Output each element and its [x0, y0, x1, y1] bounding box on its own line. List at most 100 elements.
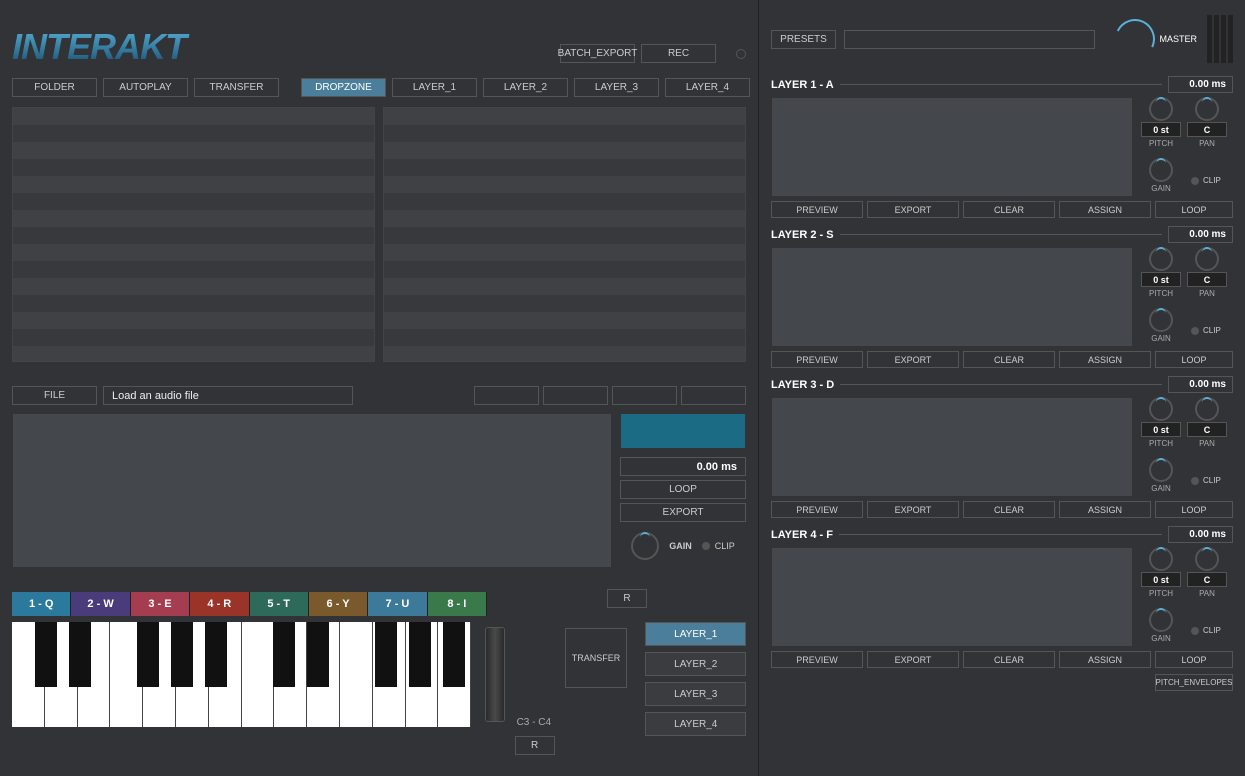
layer-2-pan-knob[interactable] [1195, 247, 1219, 271]
layer-2-preview-button[interactable]: PREVIEW [771, 351, 863, 368]
layer-1-preview-button[interactable]: PREVIEW [771, 201, 863, 218]
layer-2-waveform[interactable] [771, 247, 1133, 347]
transfer-button[interactable]: TRANSFER [194, 78, 279, 97]
pitch-envelopes-button[interactable]: PITCH_ENVELOPES [1155, 674, 1233, 691]
master-label: MASTER [1159, 34, 1197, 44]
layer2-tab[interactable]: LAYER_2 [483, 78, 568, 97]
wave-gain-knob[interactable] [631, 532, 659, 560]
layer-3-pitch-knob[interactable] [1149, 397, 1173, 421]
layer-2-clip-indicator [1191, 327, 1199, 335]
layer-1-pitch-knob[interactable] [1149, 97, 1173, 121]
layer-select-4[interactable]: LAYER_4 [645, 712, 746, 736]
layer-1-clip-label: CLIP [1203, 176, 1221, 185]
layer-1-pitch-label: PITCH [1149, 139, 1173, 148]
layer-2-pan-value: C [1187, 272, 1227, 287]
layer-2-assign-button[interactable]: ASSIGN [1059, 351, 1151, 368]
layer-1-loop-button[interactable]: LOOP [1155, 201, 1233, 218]
file-list-right[interactable] [383, 107, 746, 362]
layer-2-export-button[interactable]: EXPORT [867, 351, 959, 368]
layer-1-clip-indicator [1191, 177, 1199, 185]
rec-indicator [736, 49, 746, 59]
keyboard[interactable] [12, 622, 471, 727]
wave-color-bar[interactable] [620, 413, 746, 449]
layer-3-pitch-value: 0 st [1141, 422, 1181, 437]
layer-1-ms: 0.00 ms [1168, 76, 1233, 93]
wave-loop-button[interactable]: LOOP [620, 480, 746, 499]
layer1-tab[interactable]: LAYER_1 [392, 78, 477, 97]
layer-3-assign-button[interactable]: ASSIGN [1059, 501, 1151, 518]
file-list-left[interactable] [12, 107, 375, 362]
r-button-top[interactable]: R [607, 589, 647, 608]
layer4-tab[interactable]: LAYER_4 [665, 78, 750, 97]
layer-1-clear-button[interactable]: CLEAR [963, 201, 1055, 218]
pad-3[interactable]: 3 - E [131, 592, 190, 616]
wave-gain-label: GAIN [669, 541, 692, 551]
layer-2-pitch-knob[interactable] [1149, 247, 1173, 271]
layer-select-2[interactable]: LAYER_2 [645, 652, 746, 676]
waveform-display[interactable] [12, 413, 612, 568]
pad-4[interactable]: 4 - R [190, 592, 249, 616]
pad-1[interactable]: 1 - Q [12, 592, 71, 616]
pad-8[interactable]: 8 - I [428, 592, 487, 616]
layer-2-pan-label: PAN [1199, 289, 1215, 298]
layer-1-export-button[interactable]: EXPORT [867, 201, 959, 218]
mini-slot-1[interactable] [474, 386, 539, 405]
layer-2-clear-button[interactable]: CLEAR [963, 351, 1055, 368]
layer-3-gain-label: GAIN [1151, 484, 1171, 493]
mod-wheel[interactable] [485, 627, 504, 722]
layer-3-gain-knob[interactable] [1149, 458, 1173, 482]
file-label[interactable]: FILE [12, 386, 97, 405]
layer-4-gain-label: GAIN [1151, 634, 1171, 643]
wave-export-button[interactable]: EXPORT [620, 503, 746, 522]
layer-3-pan-knob[interactable] [1195, 397, 1219, 421]
layer-3-clip-indicator [1191, 477, 1199, 485]
mini-slot-4[interactable] [681, 386, 746, 405]
layer-1-waveform[interactable] [771, 97, 1133, 197]
layer-1-assign-button[interactable]: ASSIGN [1059, 201, 1151, 218]
pad-6[interactable]: 6 - Y [309, 592, 368, 616]
layer-1-gain-knob[interactable] [1149, 158, 1173, 182]
layer-select-1[interactable]: LAYER_1 [645, 622, 746, 646]
layer-3-export-button[interactable]: EXPORT [867, 501, 959, 518]
layer-4-assign-button[interactable]: ASSIGN [1059, 651, 1151, 668]
layer-4-preview-button[interactable]: PREVIEW [771, 651, 863, 668]
layer-2-gain-knob[interactable] [1149, 308, 1173, 332]
layer-3-clip-label: CLIP [1203, 476, 1221, 485]
layer-4-loop-button[interactable]: LOOP [1155, 651, 1233, 668]
presets-button[interactable]: PRESETS [771, 30, 836, 49]
layer-4-gain-knob[interactable] [1149, 608, 1173, 632]
r-button-bottom[interactable]: R [515, 736, 555, 755]
layer-3-loop-button[interactable]: LOOP [1155, 501, 1233, 518]
mini-slot-2[interactable] [543, 386, 608, 405]
autoplay-button[interactable]: AUTOPLAY [103, 78, 188, 97]
layer-1-title: LAYER 1 - A [771, 79, 834, 91]
pad-2[interactable]: 2 - W [71, 592, 130, 616]
batch-export-button[interactable]: BATCH_EXPORT [560, 44, 635, 63]
layer-4-pan-value: C [1187, 572, 1227, 587]
layer-3-preview-button[interactable]: PREVIEW [771, 501, 863, 518]
pad-7[interactable]: 7 - U [368, 592, 427, 616]
layer3-tab[interactable]: LAYER_3 [574, 78, 659, 97]
mini-slot-3[interactable] [612, 386, 677, 405]
master-knob[interactable] [1115, 19, 1155, 59]
layer-2-loop-button[interactable]: LOOP [1155, 351, 1233, 368]
transfer-box[interactable]: TRANSFER [565, 628, 628, 688]
layer-4-pitch-value: 0 st [1141, 572, 1181, 587]
layer-4-pitch-knob[interactable] [1149, 547, 1173, 571]
layer-4-pan-knob[interactable] [1195, 547, 1219, 571]
layer-4-export-button[interactable]: EXPORT [867, 651, 959, 668]
layer-3-clear-button[interactable]: CLEAR [963, 501, 1055, 518]
presets-field[interactable] [844, 30, 1095, 49]
dropzone-tab[interactable]: DROPZONE [301, 78, 386, 97]
layer-1-pitch-value: 0 st [1141, 122, 1181, 137]
folder-button[interactable]: FOLDER [12, 78, 97, 97]
layer-4-waveform[interactable] [771, 547, 1133, 647]
layer-3-waveform[interactable] [771, 397, 1133, 497]
layer-select-3[interactable]: LAYER_3 [645, 682, 746, 706]
meter-3 [1221, 15, 1226, 63]
layer-2-pitch-label: PITCH [1149, 289, 1173, 298]
rec-button[interactable]: REC [641, 44, 716, 63]
pad-5[interactable]: 5 - T [250, 592, 309, 616]
layer-4-clear-button[interactable]: CLEAR [963, 651, 1055, 668]
layer-1-pan-knob[interactable] [1195, 97, 1219, 121]
